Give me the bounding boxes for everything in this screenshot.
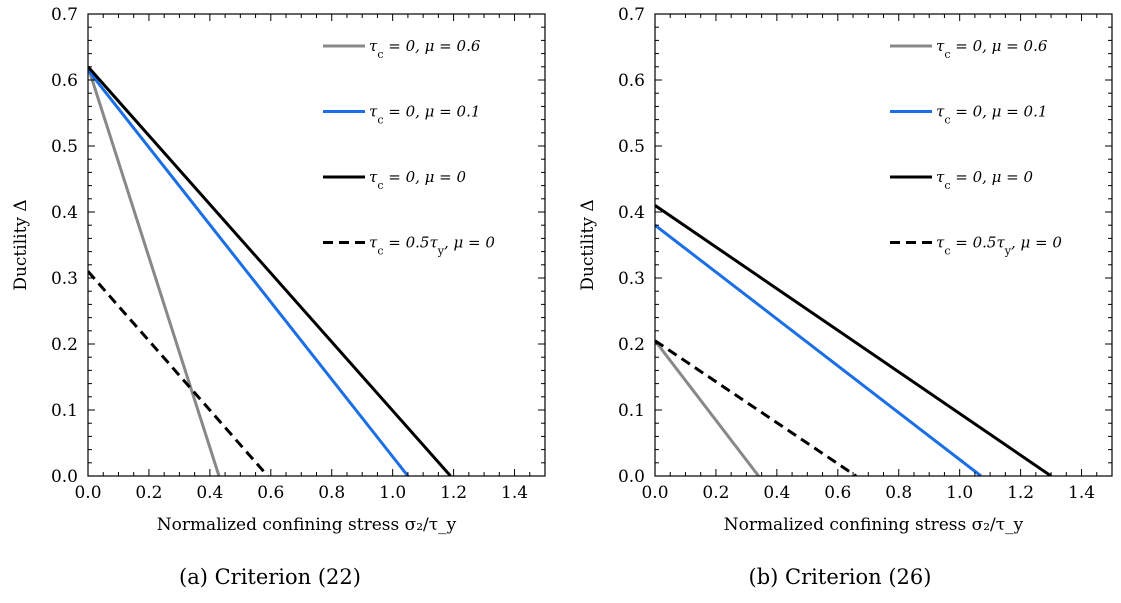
x-tick-label: 0.8 xyxy=(318,483,345,503)
y-tick-label: 0.5 xyxy=(51,137,78,157)
x-tick-label: 0.4 xyxy=(763,483,790,503)
x-tick-label: 0.6 xyxy=(257,483,284,503)
x-tick-label: 0.8 xyxy=(885,483,912,503)
series-line-1 xyxy=(88,66,221,476)
x-tick-label: 0.2 xyxy=(135,483,162,503)
panel-caption: (b) Criterion (26) xyxy=(749,565,932,589)
panel-caption: (a) Criterion (22) xyxy=(179,565,361,589)
y-tick-label: 0.1 xyxy=(618,401,645,421)
y-tick-label: 0.1 xyxy=(51,401,78,421)
y-tick-label: 0.0 xyxy=(618,467,645,487)
legend-label-1: τc = 0, μ = 0.6 xyxy=(936,37,1048,61)
x-tick-label: 1.2 xyxy=(440,483,467,503)
series-line-4 xyxy=(88,270,269,476)
legend-label-1: τc = 0, μ = 0.6 xyxy=(369,37,481,61)
x-tick-label: 1.0 xyxy=(379,483,406,503)
legend-label-2: τc = 0, μ = 0.1 xyxy=(369,103,480,127)
y-tick-label: 0.2 xyxy=(51,335,78,355)
series-line-3 xyxy=(88,65,452,476)
chart-panel-1: 0.0 0.2 0.4 0.6 0.8 1.0 1.2 1.4 0.0 0.1 0.2 0.3 0.4 0… xyxy=(11,5,546,589)
x-tick-label: 1.2 xyxy=(1007,483,1034,503)
y-axis-label: Ductility Δ xyxy=(578,199,598,290)
x-tick-label: 0.4 xyxy=(196,483,223,503)
x-axis-label: Normalized confining stress σ₂/τ_y xyxy=(157,515,457,535)
y-tick-label: 0.6 xyxy=(618,71,645,91)
series-line-2 xyxy=(88,69,410,476)
legend-label-2: τc = 0, μ = 0.1 xyxy=(936,103,1047,127)
x-tick-label: 1.4 xyxy=(501,483,528,503)
y-tick-label: 0.7 xyxy=(618,5,645,25)
y-axis-label: Ductility Δ xyxy=(11,199,31,290)
y-tick-label: 0.4 xyxy=(51,203,78,223)
y-tick-label: 0.3 xyxy=(618,269,645,289)
y-tick-label: 0.2 xyxy=(618,335,645,355)
legend-label-4: τc = 0.5τy, μ = 0 xyxy=(369,234,495,258)
series-line-4 xyxy=(655,339,857,476)
legend-label-3: τc = 0, μ = 0 xyxy=(936,168,1034,192)
y-tick-label: 0.7 xyxy=(51,5,78,25)
x-tick-label: 0.6 xyxy=(824,483,851,503)
x-tick-label: 0.2 xyxy=(702,483,729,503)
chart-panel-2: 0.0 0.2 0.4 0.6 0.8 1.0 1.2 1.4 0.0 0.1 0.2 0.3 0.4 0… xyxy=(578,5,1113,589)
x-tick-label: 1.0 xyxy=(946,483,973,503)
x-tick-label: 0.0 xyxy=(641,483,668,503)
y-tick-label: 0.4 xyxy=(618,203,645,223)
x-tick-label: 1.4 xyxy=(1068,483,1095,503)
series-line-1 xyxy=(655,339,760,476)
y-tick-label: 0.5 xyxy=(618,137,645,157)
y-tick-label: 0.6 xyxy=(51,71,78,91)
series-line-3 xyxy=(655,204,1052,476)
y-tick-label: 0.3 xyxy=(51,269,78,289)
series-line-2 xyxy=(655,224,982,476)
x-tick-label: 0.0 xyxy=(74,483,101,503)
y-tick-label: 0.0 xyxy=(51,467,78,487)
legend-label-3: τc = 0, μ = 0 xyxy=(369,168,467,192)
x-axis-label: Normalized confining stress σ₂/τ_y xyxy=(724,515,1024,535)
legend-label-4: τc = 0.5τy, μ = 0 xyxy=(936,234,1062,258)
